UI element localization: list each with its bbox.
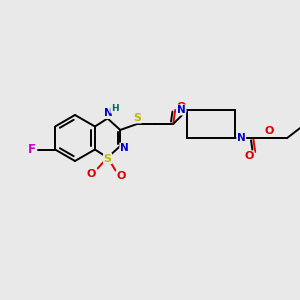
Text: O: O — [87, 169, 96, 178]
Text: N: N — [104, 108, 113, 118]
Text: N: N — [177, 105, 186, 115]
Text: N: N — [237, 133, 246, 143]
Text: H: H — [111, 104, 119, 113]
Text: O: O — [117, 170, 126, 181]
Text: N: N — [120, 143, 129, 153]
Text: O: O — [265, 126, 274, 136]
Text: F: F — [28, 143, 36, 156]
Text: O: O — [176, 102, 186, 112]
Text: S: S — [133, 113, 141, 123]
Text: S: S — [103, 154, 112, 164]
Text: O: O — [244, 151, 254, 161]
